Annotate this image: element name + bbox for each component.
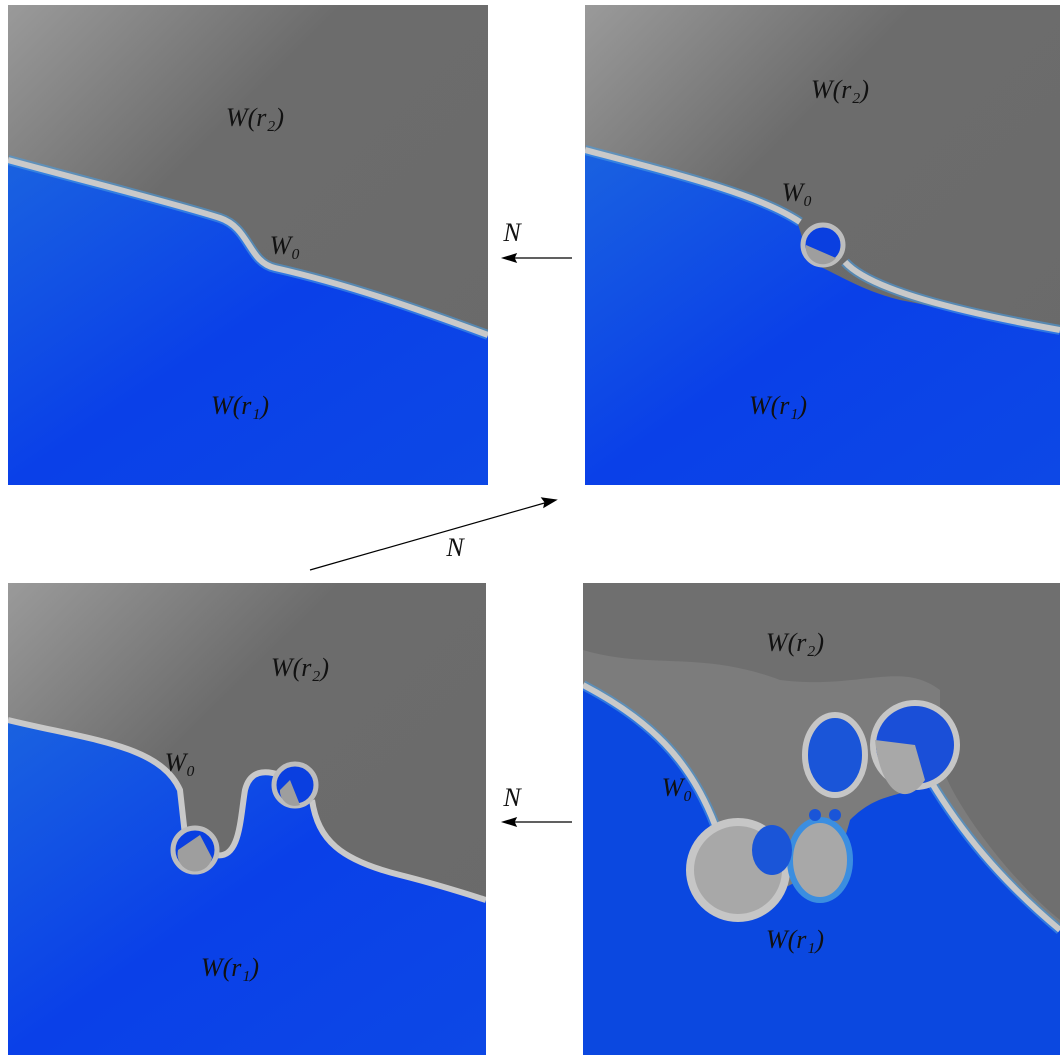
wall-label: W₀ xyxy=(782,178,813,207)
panel xyxy=(8,5,488,485)
arrows xyxy=(309,253,572,827)
region-label: W(r₁) xyxy=(749,391,807,420)
region-label: W(r₂) xyxy=(811,75,869,104)
region-label: W(r₁) xyxy=(211,391,269,420)
wall-label: W₀ xyxy=(165,748,196,777)
arrow-label: N xyxy=(445,533,465,562)
region-label: W(r₂) xyxy=(766,628,824,657)
arrow-label: N xyxy=(502,783,522,812)
panel xyxy=(585,5,1060,485)
region-label: W(r₂) xyxy=(226,103,284,132)
panel xyxy=(8,583,486,1055)
wall-label: W₀ xyxy=(662,773,693,802)
region-label: W(r₂) xyxy=(271,653,329,682)
region-label: W(r₁) xyxy=(201,953,259,982)
arrow-label: N xyxy=(502,218,522,247)
region-label: W(r₁) xyxy=(766,925,824,954)
wall-label: W₀ xyxy=(270,231,301,260)
panel xyxy=(583,583,1060,1055)
